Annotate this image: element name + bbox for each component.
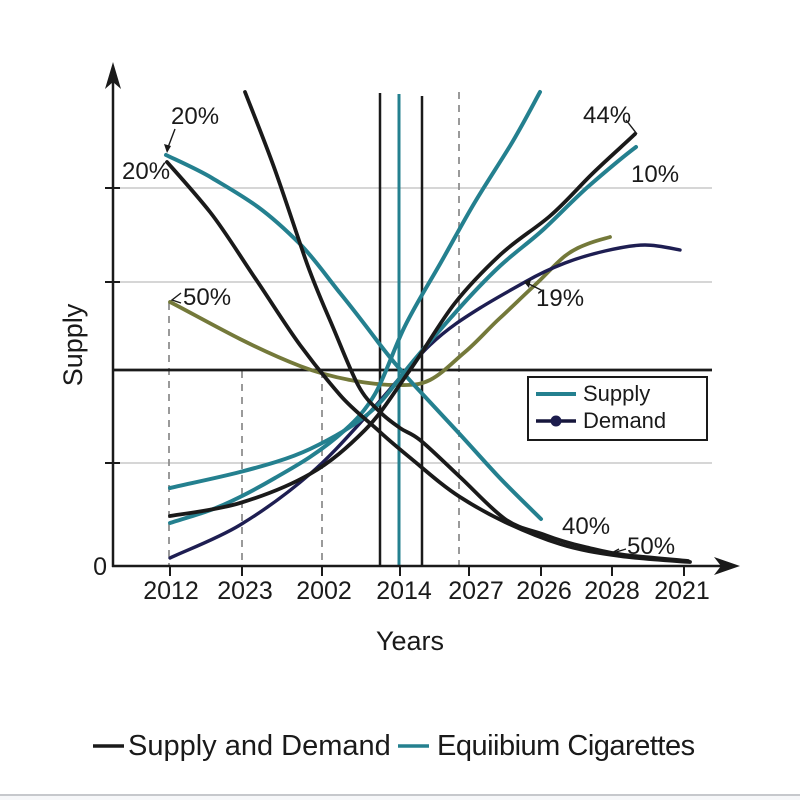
svg-text:2026: 2026 (516, 577, 572, 605)
svg-text:2002: 2002 (296, 577, 352, 605)
svg-text:2014: 2014 (376, 577, 432, 605)
svg-text:2028: 2028 (584, 577, 640, 605)
svg-text:0: 0 (93, 553, 107, 581)
svg-text:10%: 10% (631, 161, 679, 188)
svg-text:50%: 50% (627, 533, 675, 560)
svg-text:Demand: Demand (583, 408, 666, 433)
svg-text:44%: 44% (583, 102, 631, 129)
svg-text:Years: Years (376, 626, 444, 656)
svg-text:Supply and Demand: Supply and Demand (128, 730, 391, 762)
svg-text:20%: 20% (122, 158, 170, 185)
svg-text:Supply: Supply (58, 303, 88, 386)
svg-text:2012: 2012 (143, 577, 199, 605)
svg-text:50%: 50% (183, 284, 231, 311)
svg-text:Equiibium Cigarettes: Equiibium Cigarettes (437, 730, 695, 762)
svg-text:2027: 2027 (448, 577, 504, 605)
svg-text:2023: 2023 (217, 577, 273, 605)
svg-text:Supply: Supply (583, 381, 650, 406)
svg-text:40%: 40% (562, 513, 610, 540)
svg-text:19%: 19% (536, 285, 584, 312)
svg-text:20%: 20% (171, 103, 219, 130)
svg-text:2021: 2021 (654, 577, 710, 605)
